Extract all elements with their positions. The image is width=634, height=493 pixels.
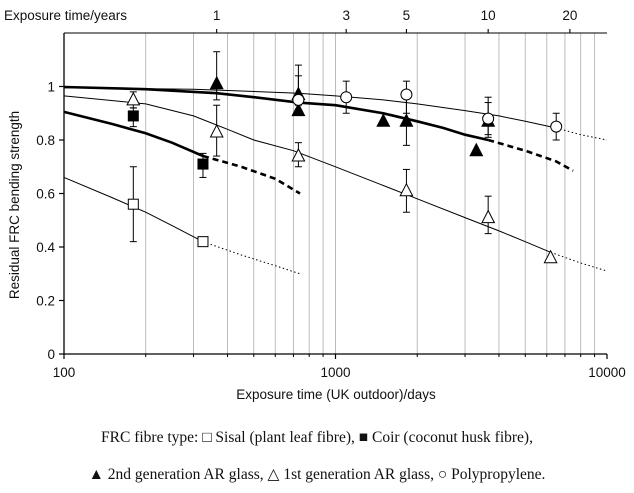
marker-filled-triangle [209,75,224,90]
marker-filled-square [197,158,209,170]
trend-dotted-open-triangle [550,251,608,272]
y-tick-label: 1 [47,80,55,95]
vertical-gridlines [145,33,596,354]
y-tick-label: 0.4 [36,240,55,255]
data-markers [126,75,563,264]
marker-filled-triangle [291,102,306,117]
top-tick-label: 1 [213,8,221,23]
marker-open-triangle [126,91,141,106]
axes: 0 0.2 0.4 0.6 0.8 1 100 1000 10000 1 3 5 10 20 [36,8,626,380]
y-tick-label: 0 [47,347,55,362]
y-axis-label: Residual FRC bending strength [7,111,22,299]
marker-open-triangle [543,249,558,264]
trend-dotted-open-circle [556,127,608,141]
trend-solid-filled-triangle [63,85,489,142]
x-tick-label: 100 [53,365,76,380]
top-tick-label: 5 [403,8,411,23]
caption-line-1: FRC fibre type: □ Sisal (plant leaf fibr… [101,429,533,446]
error-bars [129,51,560,243]
trend-solid-open-circle [63,87,557,129]
marker-open-circle [400,88,413,101]
marker-filled-square [127,110,139,122]
marker-filled-triangle [376,113,391,127]
top-tick-label: 3 [342,8,350,23]
marker-filled-triangle [399,113,414,127]
trend-dashed-filled-square [202,154,301,195]
trend-lines [63,85,608,275]
marker-open-circle [550,120,563,133]
marker-open-triangle [209,123,224,138]
marker-open-circle [340,91,353,104]
trend-solid-open-square [63,176,204,243]
marker-open-square [127,198,139,210]
y-tick-label: 0.2 [36,294,55,309]
marker-open-triangle [399,182,414,197]
x-tick-label: 1000 [320,365,350,380]
y-tick-label: 0.6 [36,187,55,202]
top-tick-label: 20 [562,8,577,23]
caption-line-2: ▲ 2nd generation AR glass, △ 1st generat… [88,466,546,483]
marker-open-triangle [291,147,306,162]
chart: 0 0.2 0.4 0.6 0.8 1 100 1000 10000 1 3 5 10 20 Exposu… [4,8,626,402]
trend-solid-open-triangle [63,95,551,253]
marker-open-circle [482,112,495,125]
marker-open-triangle [481,209,496,224]
top-tick-label: 10 [481,8,496,23]
marker-filled-triangle [469,142,484,157]
x-axis-label: Exposure time (UK outdoor)/days [236,387,436,402]
marker-open-circle [292,93,305,106]
x-tick-label: 10000 [588,365,626,380]
y-tick-label: 0.8 [36,133,55,148]
trend-dashed-filled-triangle [487,138,574,172]
trend-dotted-open-square [202,241,301,275]
top-axis-label: Exposure time/years [4,8,127,23]
trend-solid-filled-square [63,110,204,158]
marker-open-square [197,236,209,248]
